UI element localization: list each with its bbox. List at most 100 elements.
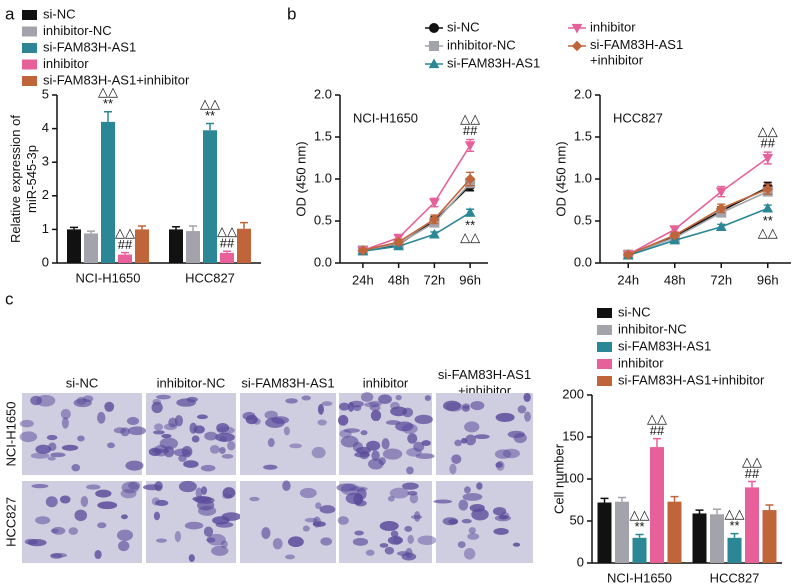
- stained-cell: [379, 521, 399, 531]
- stained-cell: [174, 415, 184, 427]
- stained-cell: [264, 410, 278, 420]
- bar: [762, 510, 777, 563]
- legend-label: inhibitor: [590, 19, 636, 34]
- stained-cell: [407, 433, 418, 444]
- stained-cell: [285, 554, 296, 560]
- stained-cell: [406, 466, 414, 475]
- image-column-label: inhibitor-NC: [157, 375, 226, 390]
- stained-cell: [97, 501, 118, 510]
- stained-cell: [195, 487, 203, 499]
- stained-cell: [30, 395, 42, 406]
- stained-cell: [156, 538, 167, 543]
- line: [362, 144, 471, 252]
- stained-cell: [378, 394, 393, 404]
- bar: [710, 514, 724, 563]
- bar: [186, 231, 200, 263]
- stained-cell: [50, 452, 66, 458]
- stained-cell: [495, 412, 515, 422]
- stained-cell: [76, 396, 87, 405]
- legend-label: si-FAM83H-AS1: [43, 39, 136, 54]
- stained-cell: [59, 495, 71, 504]
- stained-cell: [338, 402, 350, 411]
- stained-cell: [200, 486, 208, 495]
- annotation: **: [634, 519, 644, 534]
- stained-cell: [220, 540, 228, 549]
- stained-cell: [405, 547, 413, 559]
- annotation: △△: [460, 229, 480, 244]
- stained-cell: [461, 405, 470, 412]
- stained-cell: [454, 439, 462, 447]
- stained-cell: [156, 394, 171, 400]
- error-bar: [138, 225, 146, 230]
- stained-cell: [61, 444, 79, 451]
- bar: [745, 487, 759, 563]
- legend-label: si-FAM83H-AS1: [447, 55, 540, 70]
- stained-cell: [451, 454, 462, 464]
- annotation: △△: [460, 111, 480, 126]
- stained-cell: [120, 514, 128, 520]
- stained-cell: [474, 434, 490, 440]
- stained-cell: [343, 428, 361, 433]
- annotation: △△: [217, 224, 237, 239]
- marker: [669, 225, 681, 235]
- stained-cell: [211, 545, 229, 556]
- stained-cell: [352, 537, 369, 546]
- annotation: **: [103, 96, 113, 111]
- stained-cell: [337, 415, 349, 426]
- stained-cell: [319, 505, 336, 514]
- stained-cell: [337, 516, 349, 525]
- stained-cell: [263, 464, 278, 470]
- stained-cell: [97, 411, 106, 424]
- stained-cell: [433, 499, 453, 504]
- y-tick-label: 4: [42, 120, 49, 135]
- marker: [762, 202, 774, 213]
- stained-cell: [125, 460, 144, 471]
- stained-cell: [353, 493, 364, 505]
- x-tick-label: 48h: [388, 272, 410, 287]
- annotation: △△: [647, 411, 667, 426]
- y-axis-label: OD (450 nm): [293, 141, 308, 216]
- stained-cell: [227, 441, 236, 451]
- legend-swatch: [597, 325, 612, 335]
- stained-cell: [407, 490, 418, 496]
- bar: [632, 537, 647, 563]
- stained-cell: [74, 509, 88, 522]
- stained-cell: [415, 453, 435, 460]
- bar: [650, 447, 664, 563]
- marker: [762, 183, 773, 195]
- stained-cell: [183, 460, 199, 468]
- annotation: **: [465, 217, 475, 232]
- stained-cell: [271, 416, 290, 424]
- stained-cell: [395, 394, 402, 401]
- stained-cell: [24, 538, 38, 545]
- bar: [692, 513, 707, 563]
- stained-cell: [302, 525, 310, 532]
- marker: [357, 245, 369, 256]
- stained-cell: [253, 418, 261, 425]
- error-bar: [206, 122, 214, 131]
- stained-cell: [492, 507, 507, 516]
- annotation: ##: [118, 237, 133, 252]
- stained-cell: [184, 521, 204, 530]
- stained-cell: [366, 440, 381, 451]
- stained-cell: [406, 447, 422, 457]
- stained-cell: [424, 395, 432, 401]
- y-tick-label: 100: [562, 470, 584, 485]
- legend-label: inhibitor-NC: [447, 37, 516, 52]
- stained-cell: [409, 493, 419, 504]
- stained-cell: [222, 487, 236, 499]
- stained-cell: [471, 508, 489, 521]
- stained-cell: [97, 522, 107, 529]
- stained-cell: [360, 430, 368, 436]
- legend-swatch: [22, 43, 37, 53]
- stained-cell: [340, 483, 360, 496]
- bar: [84, 233, 98, 263]
- stained-cell: [462, 492, 483, 501]
- error-bar: [670, 495, 679, 502]
- stained-cell: [153, 444, 169, 457]
- stained-cell: [465, 434, 477, 446]
- y-tick-label: 200: [562, 386, 584, 401]
- stained-cell: [31, 484, 49, 489]
- stained-cell: [153, 511, 161, 521]
- marker: [429, 198, 440, 209]
